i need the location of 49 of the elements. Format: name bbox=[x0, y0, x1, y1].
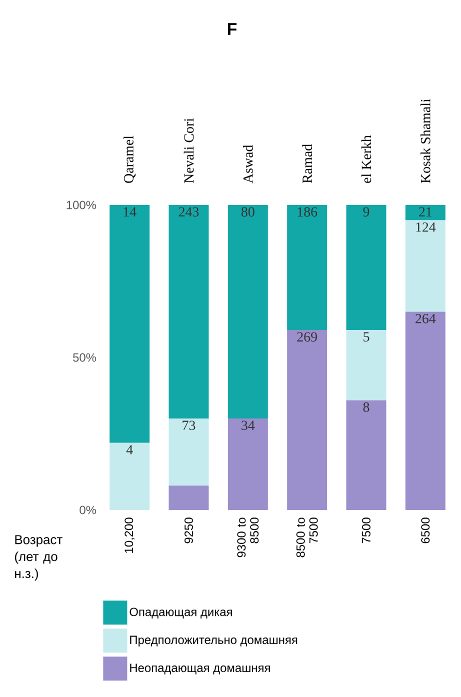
legend-label: Неопадающая домашняя bbox=[130, 664, 270, 674]
annotation: 264 bbox=[416, 314, 436, 324]
bar bbox=[228, 418, 268, 510]
y-tick-label: 100% bbox=[66, 200, 96, 210]
annotation: 73 bbox=[182, 420, 196, 430]
x-tick-label: Aswad bbox=[243, 144, 253, 184]
annotation: 4 bbox=[126, 445, 133, 454]
annotation: 21 bbox=[419, 207, 432, 216]
y-tick-label: 0% bbox=[80, 506, 96, 514]
text: Возраст (лет до н.з.) bbox=[14, 535, 62, 581]
text: 6500 bbox=[421, 518, 430, 544]
bar bbox=[287, 204, 328, 330]
annotation: 8 bbox=[363, 402, 370, 412]
x-tick-label: el Kerkh bbox=[361, 135, 372, 183]
x-tick-label: Nevali Cori bbox=[184, 118, 194, 184]
annotation: 124 bbox=[416, 222, 436, 232]
bar bbox=[346, 330, 386, 400]
x-tick-label: Qaramel bbox=[124, 136, 136, 183]
legend-label: Опадающая дикая bbox=[130, 608, 232, 618]
bar bbox=[287, 330, 328, 510]
annotation: 186 bbox=[298, 207, 318, 217]
annotation: 80 bbox=[241, 207, 254, 217]
chart-title: F bbox=[228, 23, 237, 35]
bar bbox=[110, 442, 150, 510]
y-tick-label: 50% bbox=[73, 353, 96, 362]
bar bbox=[168, 486, 209, 510]
annotation: 243 bbox=[178, 207, 199, 217]
annotation: 9 bbox=[363, 207, 370, 217]
annotation: 5 bbox=[364, 332, 370, 342]
annotation: 14 bbox=[124, 207, 136, 216]
bar bbox=[228, 204, 268, 418]
bar bbox=[346, 204, 386, 330]
annotation: 269 bbox=[297, 332, 317, 342]
x-tick-label: Ramad bbox=[302, 144, 312, 184]
bar bbox=[405, 312, 446, 510]
text: 8500 to 7500 bbox=[296, 518, 318, 558]
text: 9250 bbox=[184, 518, 193, 544]
bar bbox=[405, 220, 446, 312]
annotation: 34 bbox=[242, 420, 255, 430]
bar bbox=[110, 204, 150, 443]
text: 10,200 bbox=[124, 518, 135, 553]
legend-label: Предположительно домашняя bbox=[130, 636, 298, 646]
text: 9300 to 8500 bbox=[237, 518, 259, 558]
text: 7500 bbox=[362, 518, 370, 544]
x-tick-label: Kosak Shamali bbox=[420, 98, 430, 184]
bar bbox=[346, 400, 386, 510]
bar bbox=[168, 418, 209, 486]
bar bbox=[168, 204, 209, 418]
bar bbox=[405, 204, 446, 220]
